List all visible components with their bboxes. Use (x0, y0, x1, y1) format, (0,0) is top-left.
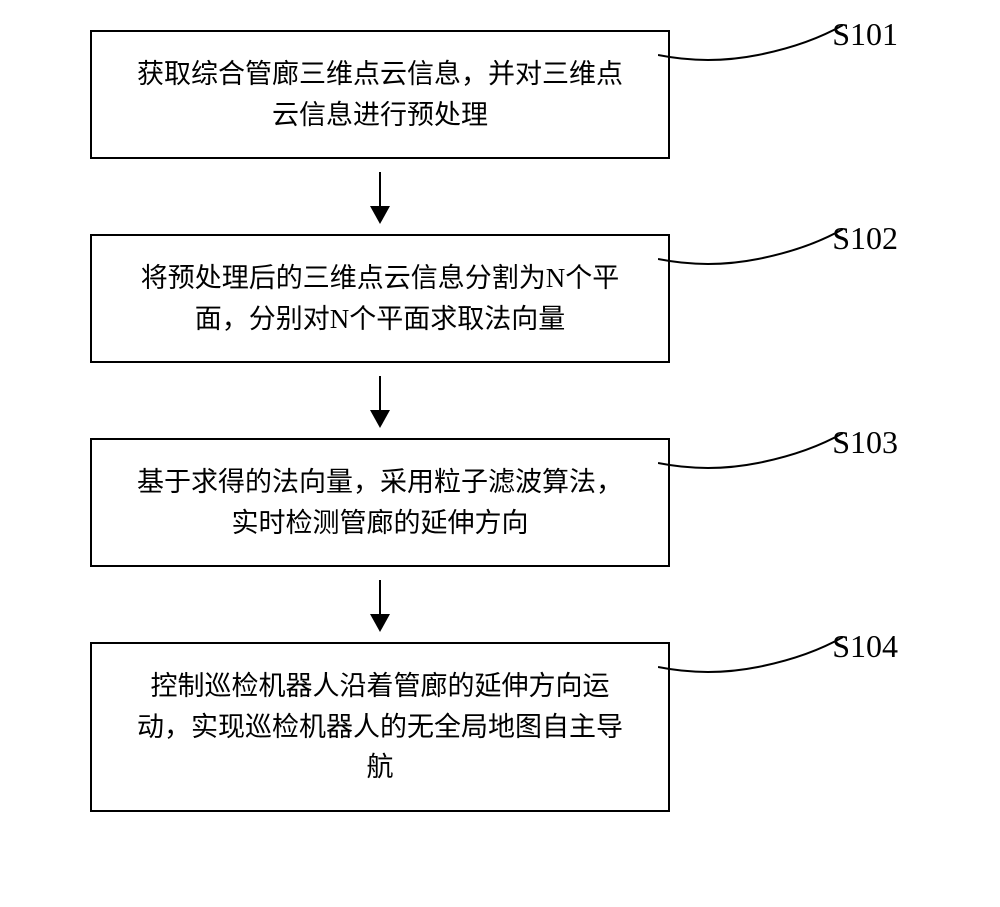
flowchart-container: 获取综合管廊三维点云信息，并对三维点云信息进行预处理 S101 将预处理后的三维… (90, 30, 910, 812)
arrow-line-3 (379, 580, 381, 630)
step-box-1: 获取综合管廊三维点云信息，并对三维点云信息进行预处理 S101 (90, 30, 670, 159)
step-row-2: 将预处理后的三维点云信息分割为N个平面，分别对N个平面求取法向量 S102 (90, 234, 910, 363)
step-row-1: 获取综合管廊三维点云信息，并对三维点云信息进行预处理 S101 (90, 30, 910, 159)
step-text-3: 基于求得的法向量，采用粒子滤波算法，实时检测管廊的延伸方向 (137, 467, 623, 538)
step-label-1: S101 (832, 10, 898, 58)
step-row-4: 控制巡检机器人沿着管廊的延伸方向运动，实现巡检机器人的无全局地图自主导航 S10… (90, 642, 910, 812)
step-label-3: S103 (832, 418, 898, 466)
arrow-line-2 (379, 376, 381, 426)
arrow-2 (90, 363, 670, 438)
step-label-4: S104 (832, 622, 898, 670)
step-label-2: S102 (832, 214, 898, 262)
arrow-line-1 (379, 172, 381, 222)
connector-curve-3 (658, 428, 858, 488)
arrow-head-3 (370, 614, 390, 632)
step-box-2: 将预处理后的三维点云信息分割为N个平面，分别对N个平面求取法向量 S102 (90, 234, 670, 363)
step-box-4: 控制巡检机器人沿着管廊的延伸方向运动，实现巡检机器人的无全局地图自主导航 S10… (90, 642, 670, 812)
step-text-1: 获取综合管廊三维点云信息，并对三维点云信息进行预处理 (137, 59, 623, 130)
step-text-2: 将预处理后的三维点云信息分割为N个平面，分别对N个平面求取法向量 (141, 263, 620, 334)
step-row-3: 基于求得的法向量，采用粒子滤波算法，实时检测管廊的延伸方向 S103 (90, 438, 910, 567)
arrow-head-2 (370, 410, 390, 428)
connector-curve-1 (658, 20, 858, 80)
step-text-4: 控制巡检机器人沿着管廊的延伸方向运动，实现巡检机器人的无全局地图自主导航 (137, 671, 623, 782)
arrow-1 (90, 159, 670, 234)
arrow-3 (90, 567, 670, 642)
step-box-3: 基于求得的法向量，采用粒子滤波算法，实时检测管廊的延伸方向 S103 (90, 438, 670, 567)
arrow-head-1 (370, 206, 390, 224)
connector-curve-4 (658, 632, 858, 692)
connector-curve-2 (658, 224, 858, 284)
